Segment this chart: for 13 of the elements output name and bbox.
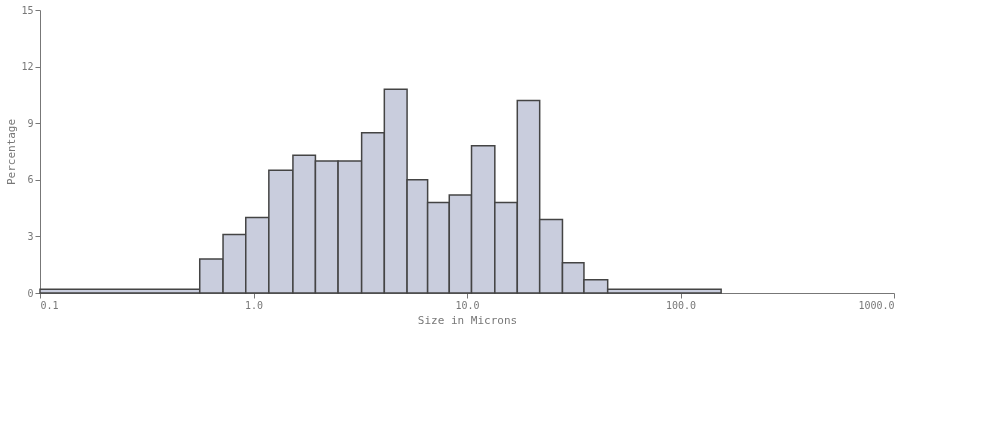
x-tick-label: 0.1: [40, 299, 59, 311]
y-tick-label: 12: [21, 61, 34, 73]
y-tick-label: 15: [21, 4, 34, 16]
y-axis-title: Percentage: [5, 118, 19, 186]
y-tick-label: 3: [27, 230, 34, 242]
x-axis-title: Size in Microns: [417, 313, 518, 327]
y-tick-label: 6: [27, 174, 34, 186]
y-tick-label: 0: [27, 287, 34, 299]
y-tick-label: 9: [27, 117, 34, 129]
x-tick-label: 100.0: [665, 299, 697, 311]
x-tick-label: 10.0: [455, 299, 480, 311]
x-tick-label: 1000.0: [858, 299, 895, 311]
x-tick-label: 1.0: [244, 299, 264, 311]
